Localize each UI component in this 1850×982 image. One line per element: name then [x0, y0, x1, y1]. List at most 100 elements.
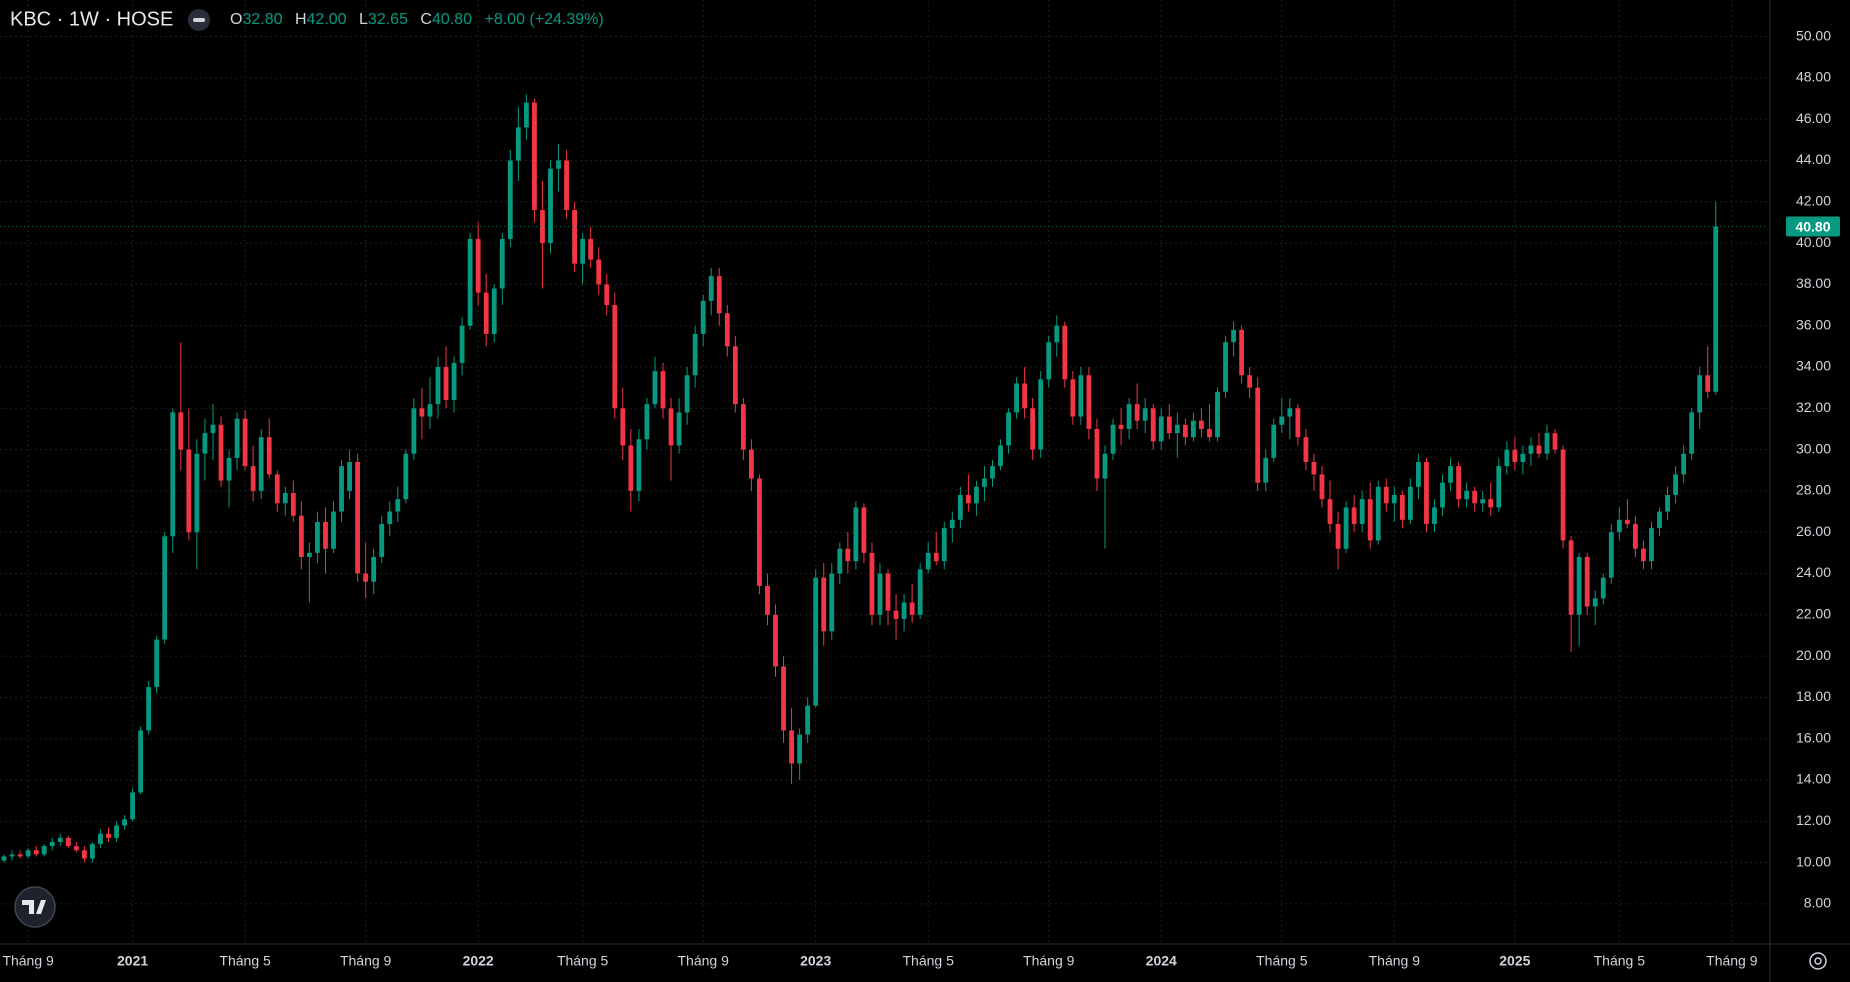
legend-value: 32.80: [242, 11, 282, 28]
candle-body: [1102, 453, 1108, 479]
candle-body: [33, 850, 39, 855]
candle-body: [1247, 375, 1253, 388]
candle-body: [491, 288, 497, 334]
candle-body: [1207, 428, 1212, 438]
candle-body: [467, 238, 473, 326]
candle-body: [1295, 408, 1301, 438]
candle-body: [266, 437, 272, 475]
candle-body: [98, 833, 103, 845]
candle-body: [821, 577, 827, 632]
candle-body: [1190, 420, 1196, 438]
candle-body: [210, 424, 216, 434]
candle-body: [274, 474, 280, 504]
candle-body: [1665, 495, 1670, 512]
x-tick-label: Tháng 9: [2, 953, 54, 969]
candle-body: [1544, 433, 1550, 454]
candle-body: [1528, 445, 1534, 454]
y-tick-label: 48.00: [1796, 69, 1831, 85]
candle-body: [1126, 404, 1132, 429]
candle-body: [483, 292, 489, 334]
tradingview-logo[interactable]: [14, 886, 56, 928]
candle-body: [315, 521, 320, 553]
candle-body: [974, 486, 979, 504]
y-tick-label: 24.00: [1796, 564, 1831, 580]
candle-body: [837, 548, 843, 574]
x-tick-label: Tháng 5: [1256, 953, 1308, 969]
candle-body: [1496, 466, 1502, 508]
candle-body: [242, 418, 248, 467]
candle-body: [1480, 499, 1486, 504]
candle-body: [540, 210, 545, 244]
candle-body: [1608, 532, 1614, 578]
candle-body: [1255, 387, 1261, 483]
candle-body: [652, 371, 658, 405]
candle-body: [507, 160, 513, 239]
legend-value: 32.65: [368, 11, 408, 28]
settings-button[interactable]: [1809, 952, 1827, 970]
candle-body: [1271, 424, 1277, 458]
candle-body: [170, 412, 176, 537]
candle-body: [1576, 556, 1582, 615]
candle-body: [1335, 523, 1341, 549]
candle-body: [861, 507, 867, 553]
candle-body: [604, 284, 610, 306]
candle-body: [845, 548, 851, 562]
candle-body: [427, 404, 433, 417]
candle-body: [1351, 507, 1357, 524]
candle-body: [1504, 449, 1510, 467]
x-tick-label: 2022: [463, 953, 494, 969]
candle-body: [202, 433, 208, 454]
candle-body: [532, 102, 537, 211]
y-tick-label: 46.00: [1796, 110, 1831, 126]
candle-body: [65, 837, 71, 847]
x-tick-label: Tháng 9: [1023, 953, 1075, 969]
candle-body: [114, 825, 119, 838]
x-tick-label: Tháng 5: [219, 953, 271, 969]
legend-value: 42.00: [307, 11, 347, 28]
candle-body: [25, 850, 31, 857]
settings-icon-core: [1814, 957, 1822, 965]
candle-body: [419, 408, 425, 417]
candle-body: [1359, 499, 1365, 524]
candle-body: [1552, 433, 1558, 450]
candle-body: [1616, 519, 1622, 533]
x-tick-label: 2023: [800, 953, 831, 969]
candle-body: [949, 519, 955, 529]
x-tick-label: 2024: [1146, 953, 1177, 969]
candle-body: [965, 495, 971, 504]
candle-body: [347, 461, 352, 491]
candle-body: [1279, 416, 1285, 425]
y-tick-label: 12.00: [1796, 812, 1831, 828]
y-tick-label: 22.00: [1796, 606, 1831, 622]
candle-body: [1022, 383, 1028, 409]
candle-body: [933, 552, 939, 562]
candle-body: [1343, 507, 1349, 549]
candle-body: [588, 238, 594, 260]
candle-body: [1174, 424, 1180, 434]
y-tick-label: 36.00: [1796, 316, 1831, 332]
settings-icon[interactable]: [1809, 952, 1827, 970]
candle-body: [797, 734, 803, 764]
candle-body: [1472, 490, 1478, 504]
y-tick-label: 38.00: [1796, 275, 1831, 291]
candle-body: [1697, 375, 1703, 413]
candle-body: [829, 573, 835, 632]
candle-body: [1416, 461, 1421, 487]
candle-body: [1488, 499, 1494, 508]
candle-body: [1319, 474, 1325, 500]
candle-body: [1231, 329, 1236, 343]
y-tick-label: 50.00: [1796, 27, 1831, 43]
candle-body: [917, 569, 923, 615]
candle-body: [668, 408, 674, 446]
candle-body: [9, 854, 15, 857]
candle-body: [1456, 466, 1462, 500]
candle-body: [523, 102, 529, 128]
logo-circle[interactable]: [14, 886, 56, 928]
legend-value: 40.80: [432, 11, 472, 28]
candle-body: [81, 850, 87, 859]
candle-body: [1432, 507, 1437, 524]
candle-body: [1713, 226, 1719, 392]
candle-body: [1600, 577, 1606, 599]
x-tick-label: Tháng 5: [1594, 953, 1646, 969]
